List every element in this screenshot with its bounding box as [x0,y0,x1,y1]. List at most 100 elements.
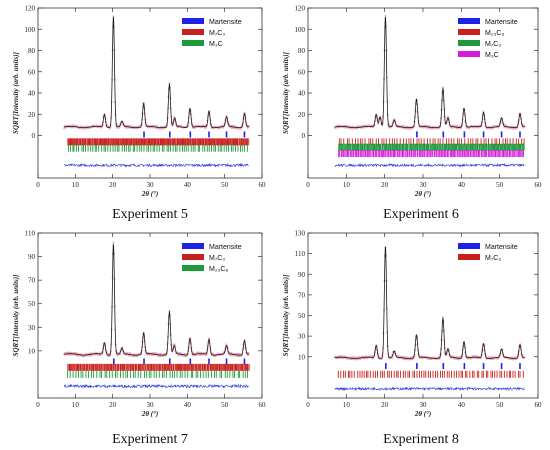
calculated-pattern-line [64,244,249,356]
x-tick-label: 20 [381,401,389,409]
y-tick-label: 90 [28,253,36,261]
y-tick-label: 20 [28,111,36,119]
legend-swatch [182,18,204,24]
plot-frame [37,232,263,399]
chart-panel-8: 0 10 20 30 40 50 60 10 30 50 70 90 110 130 2θ (°) SQRT[… [282,230,542,419]
y-axis-label: SQRT[Intensity (arb. units)] [12,274,20,357]
phase-tick-row-1 [337,370,524,378]
y-axis-label: SQRT[Intensity (arb. units)] [282,51,290,134]
x-axis-label: 2θ (°) [414,190,431,198]
observed-point [247,351,250,355]
x-tick-label: 30 [420,401,428,409]
y-tick-label: 90 [298,271,306,279]
x-tick-label: 60 [259,181,267,189]
legend-swatch [182,40,204,46]
x-axis-label: 2θ (°) [141,410,158,418]
x-axis-label: 2θ (°) [414,410,431,418]
phase-tick-row-0 [385,363,521,370]
legend-label: M₇C₃ [209,255,225,262]
legend-label: M₇C₃ [485,41,501,48]
y-tick-label: 30 [28,324,36,332]
y-tick-label: 50 [298,312,306,320]
chart-panel-6: 0 10 20 30 40 50 60 0 20 40 60 80 100 120 2θ (°) SQRT[I… [282,5,542,199]
legend-swatch [458,18,480,24]
observed-point [225,343,228,346]
legend-swatch [458,40,480,46]
plot-frame [37,7,263,179]
legend-label: M₃C [209,41,223,48]
y-tick-label: 60 [28,68,36,76]
difference-curve [63,383,249,389]
caption-experiment-5: Experiment 5 [112,207,188,222]
y-tick-label: 10 [298,353,306,361]
chart-panel-5: 0 10 20 30 40 50 60 0 20 40 60 80 100 120 2θ (°) SQRT[I… [12,5,266,199]
legend-label: Martensite [485,19,518,26]
legend-swatch [458,254,480,260]
legend-label: Martensite [209,244,242,251]
x-tick-label: 40 [184,401,192,409]
x-tick-label: 40 [458,401,466,409]
legend-swatch [458,51,480,57]
phase-tick-row-2 [67,370,248,378]
y-tick-label: 80 [28,47,36,55]
observed-point [243,111,246,114]
calculated-pattern-line [334,16,525,129]
observed-point [234,125,237,128]
observed-point [451,126,454,129]
phase-tick-row-0 [112,358,246,365]
y-tick-label: 0 [302,132,306,140]
caption-experiment-6: Experiment 6 [383,207,459,222]
x-tick-label: 0 [306,401,310,409]
caption-experiment-7: Experiment 7 [112,432,188,447]
x-tick-label: 50 [221,401,229,409]
legend-swatch [182,29,204,35]
y-tick-label: 10 [28,347,36,355]
y-tick-label: 40 [298,90,306,98]
legend-label: M₇C₃ [209,30,225,37]
observed-point [127,126,130,130]
observed-point [66,353,69,356]
observed-point [158,355,162,358]
legend-swatch [182,243,204,249]
y-tick-label: 40 [28,90,36,98]
y-tick-label: 60 [298,68,306,76]
calculated-pattern-line [334,246,525,359]
difference-curve [334,162,525,168]
x-tick-label: 40 [184,181,192,189]
plot-frame [307,232,539,399]
x-axis-label: 2θ (°) [141,190,158,198]
x-tick-label: 10 [72,181,80,189]
phase-tick-row-1 [67,363,250,371]
phase-tick-row-3 [338,150,524,158]
legend-label: M₃C [485,52,499,59]
x-tick-label: 10 [343,181,351,189]
x-tick-label: 50 [496,401,504,409]
y-tick-label: 50 [28,300,36,308]
legend-label: Martensite [485,244,518,251]
legend-swatch [458,29,480,35]
x-tick-label: 60 [259,401,267,409]
legend-label: Martensite [209,19,242,26]
x-tick-label: 40 [458,181,466,189]
observed-point [128,352,132,355]
phase-tick-row-2 [338,143,525,151]
phase-tick-row-0 [143,131,246,138]
x-tick-label: 60 [535,181,543,189]
phase-tick-row-0 [416,131,521,138]
x-tick-label: 30 [420,181,428,189]
legend-label: M₂₃C₆ [209,266,228,273]
observed-point [231,124,234,127]
x-tick-label: 20 [109,181,117,189]
x-tick-label: 10 [343,401,351,409]
legend-label: M₂₃C₆ [485,30,504,37]
legend-swatch [182,254,204,260]
y-tick-label: 80 [298,47,306,55]
y-tick-label: 130 [295,230,306,238]
y-tick-label: 20 [298,111,306,119]
legend-swatch [458,243,480,249]
x-tick-label: 0 [36,181,40,189]
chart-panel-7: 0 10 20 30 40 50 60 10 30 50 70 90 110 2θ (°) SQRT[Int… [12,230,266,419]
calculated-pattern-line [64,16,249,129]
caption-experiment-8: Experiment 8 [383,432,459,447]
